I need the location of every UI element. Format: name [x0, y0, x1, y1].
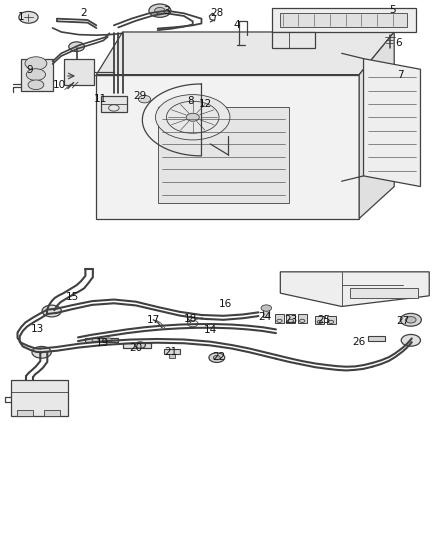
Text: 1: 1 — [18, 12, 25, 21]
Polygon shape — [21, 59, 53, 91]
Circle shape — [42, 305, 61, 317]
Text: 7: 7 — [397, 70, 404, 80]
Circle shape — [155, 7, 165, 14]
Polygon shape — [96, 32, 394, 75]
Text: 21: 21 — [164, 347, 177, 357]
Text: 29: 29 — [134, 92, 147, 101]
Text: 3: 3 — [163, 6, 170, 17]
Text: 8: 8 — [187, 96, 194, 106]
Text: 22: 22 — [212, 352, 226, 362]
Circle shape — [32, 346, 51, 358]
Bar — [280, 13, 407, 27]
Polygon shape — [359, 32, 394, 219]
Bar — [275, 314, 284, 323]
Circle shape — [135, 342, 145, 349]
Polygon shape — [11, 379, 68, 416]
Circle shape — [400, 313, 421, 326]
Bar — [350, 288, 418, 298]
Polygon shape — [272, 32, 315, 48]
Text: 25: 25 — [318, 316, 331, 325]
Bar — [17, 410, 33, 416]
Text: 9: 9 — [26, 65, 33, 75]
Circle shape — [213, 356, 220, 360]
Bar — [368, 336, 385, 341]
Polygon shape — [169, 354, 175, 358]
Circle shape — [25, 57, 47, 70]
Bar — [85, 338, 118, 343]
Polygon shape — [280, 272, 429, 306]
Circle shape — [92, 338, 99, 342]
Text: 28: 28 — [210, 8, 223, 18]
Text: 24: 24 — [258, 312, 272, 322]
Bar — [44, 410, 60, 416]
Bar — [315, 316, 324, 324]
Circle shape — [261, 305, 272, 311]
Circle shape — [401, 335, 420, 346]
Bar — [158, 107, 289, 203]
Circle shape — [138, 95, 151, 103]
Text: 4: 4 — [233, 20, 240, 29]
Polygon shape — [364, 59, 420, 187]
Text: 14: 14 — [204, 325, 217, 335]
Circle shape — [186, 114, 199, 122]
Polygon shape — [101, 96, 127, 112]
Circle shape — [149, 4, 171, 17]
Circle shape — [69, 42, 85, 52]
Text: 19: 19 — [96, 338, 110, 348]
Text: 23: 23 — [285, 316, 298, 325]
Bar — [286, 314, 295, 323]
Circle shape — [19, 11, 38, 23]
Text: 18: 18 — [184, 314, 197, 324]
Circle shape — [28, 80, 44, 90]
Text: 12: 12 — [199, 100, 212, 109]
Text: 10: 10 — [53, 80, 66, 90]
Text: 17: 17 — [147, 316, 160, 325]
Text: 26: 26 — [353, 337, 366, 346]
Bar — [263, 308, 269, 317]
Circle shape — [209, 353, 225, 362]
Polygon shape — [64, 59, 94, 85]
Polygon shape — [96, 75, 359, 219]
Text: 20: 20 — [129, 343, 142, 353]
Polygon shape — [164, 349, 180, 354]
Text: 16: 16 — [219, 300, 232, 309]
Bar — [123, 343, 151, 348]
Bar — [298, 314, 307, 323]
Polygon shape — [272, 8, 416, 32]
Text: 2: 2 — [80, 8, 87, 18]
Text: 6: 6 — [395, 38, 402, 47]
Bar — [327, 316, 336, 324]
Circle shape — [105, 338, 112, 342]
Text: 15: 15 — [66, 292, 79, 302]
Circle shape — [155, 95, 230, 140]
Text: 11: 11 — [94, 94, 107, 104]
Circle shape — [406, 317, 416, 323]
Text: 27: 27 — [396, 317, 410, 326]
Text: 5: 5 — [389, 5, 396, 15]
Text: 13: 13 — [31, 325, 44, 334]
Circle shape — [26, 69, 46, 80]
